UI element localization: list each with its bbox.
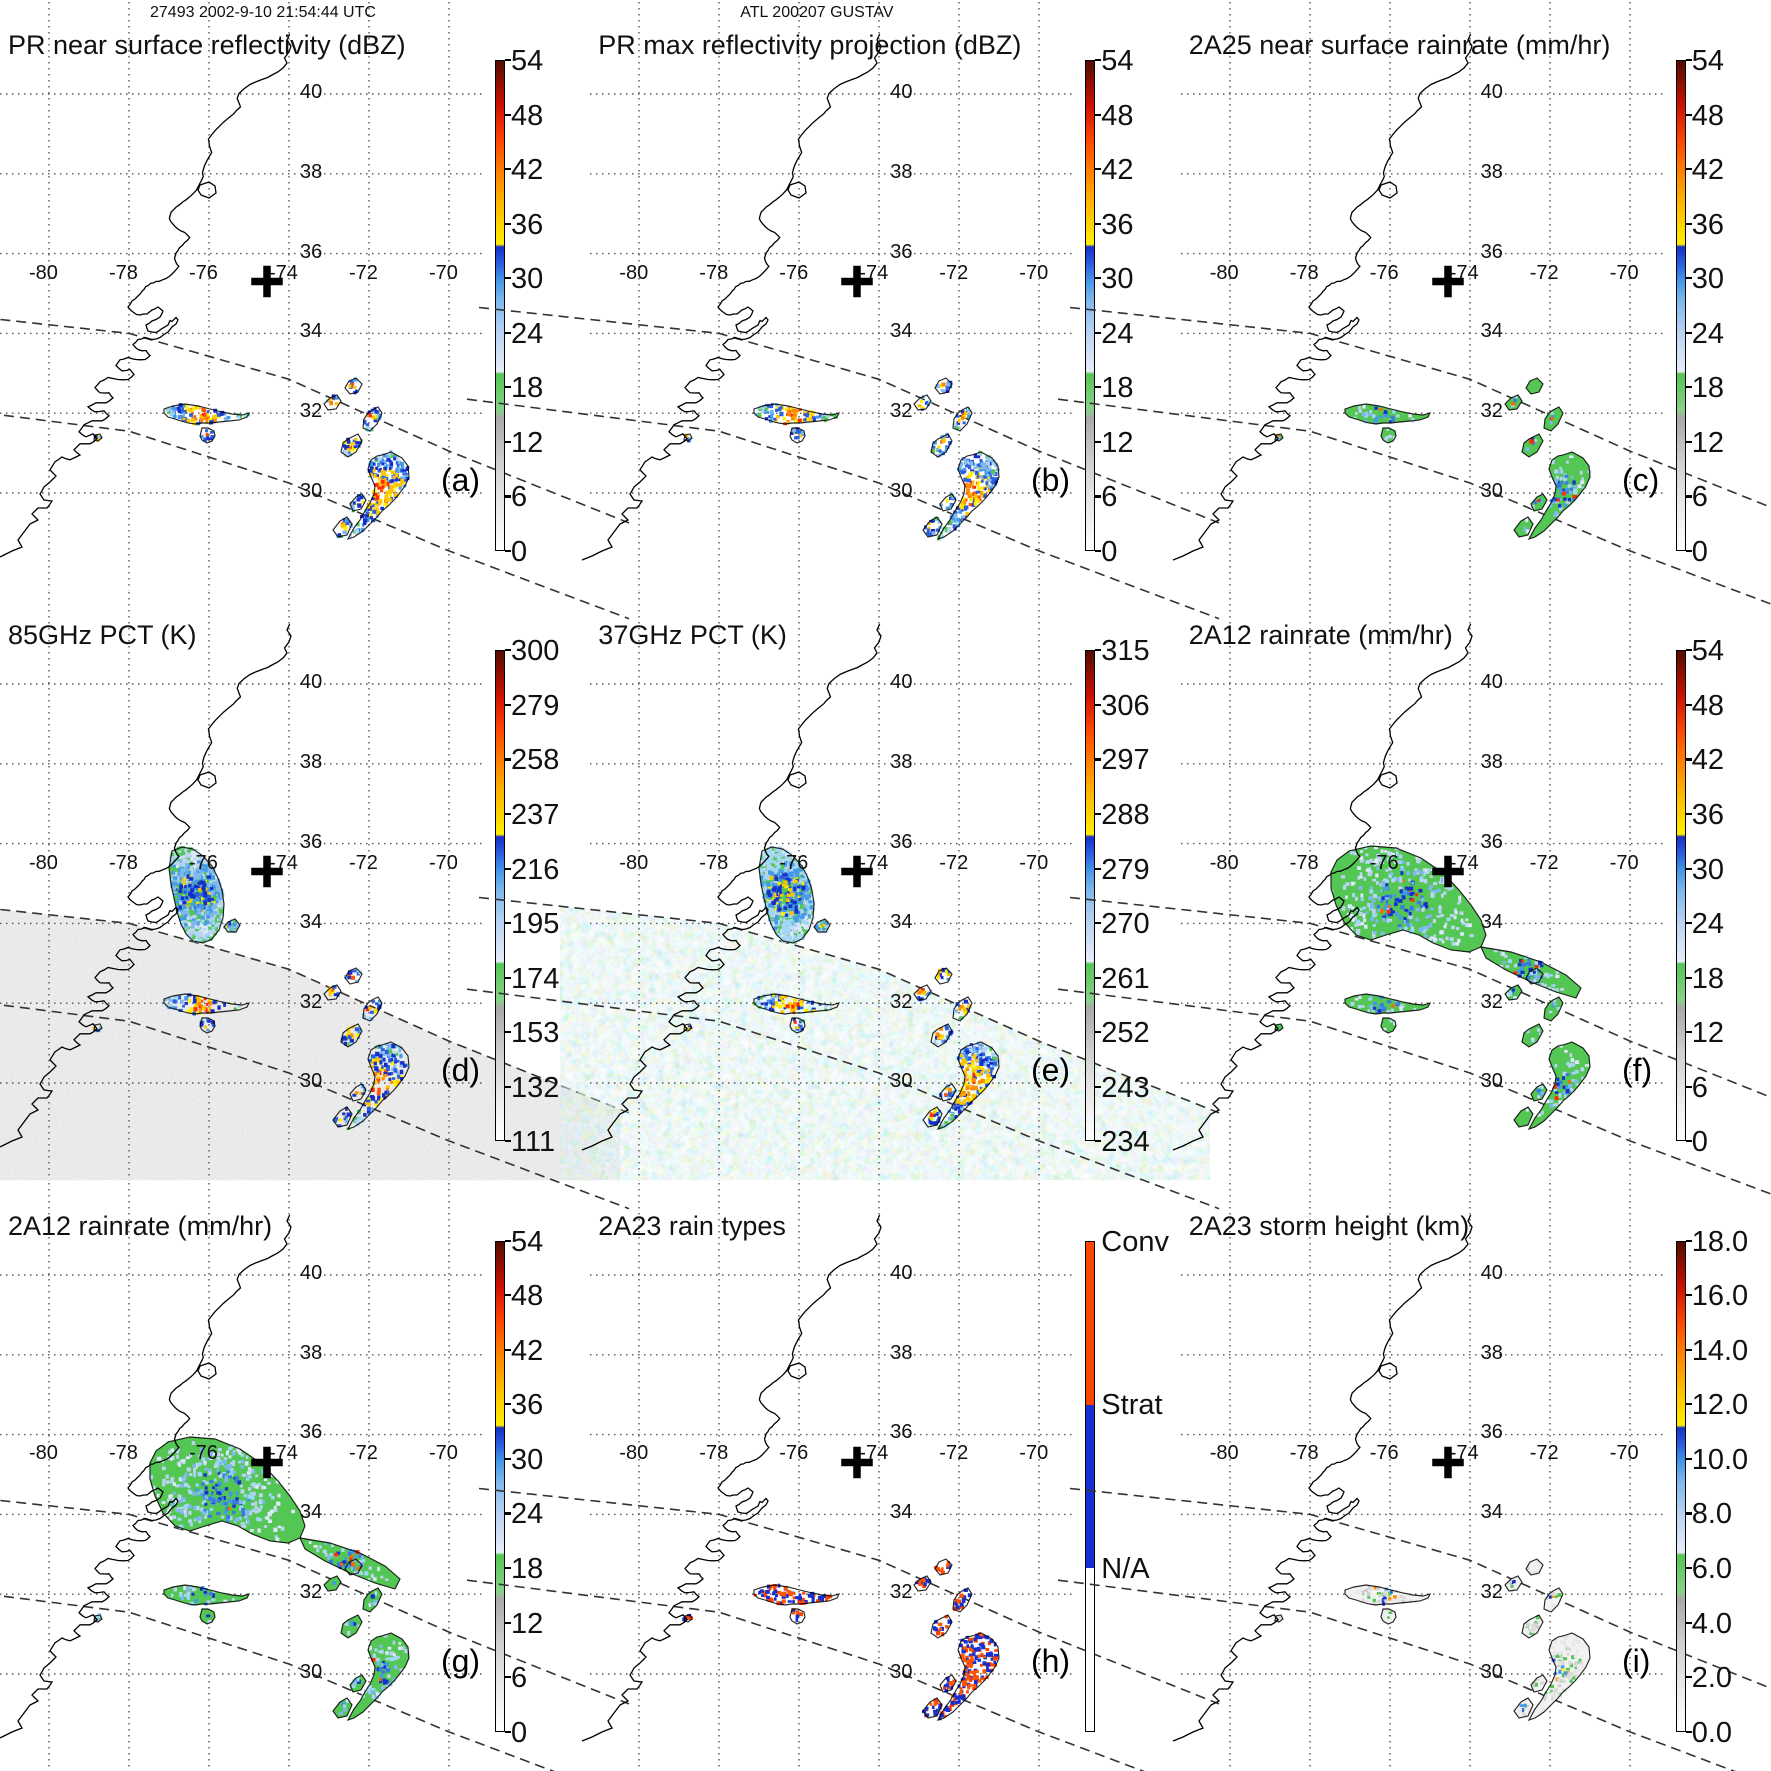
svg-text:(i): (i)	[1622, 1643, 1650, 1679]
svg-text:(e): (e)	[1031, 1052, 1070, 1088]
svg-text:(g): (g)	[441, 1643, 480, 1679]
svg-text:(c): (c)	[1622, 462, 1659, 498]
svg-text:(f): (f)	[1622, 1052, 1652, 1088]
svg-text:(b): (b)	[1031, 462, 1070, 498]
svg-text:(d): (d)	[441, 1052, 480, 1088]
svg-text:(h): (h)	[1031, 1643, 1070, 1679]
svg-text:(a): (a)	[441, 462, 480, 498]
